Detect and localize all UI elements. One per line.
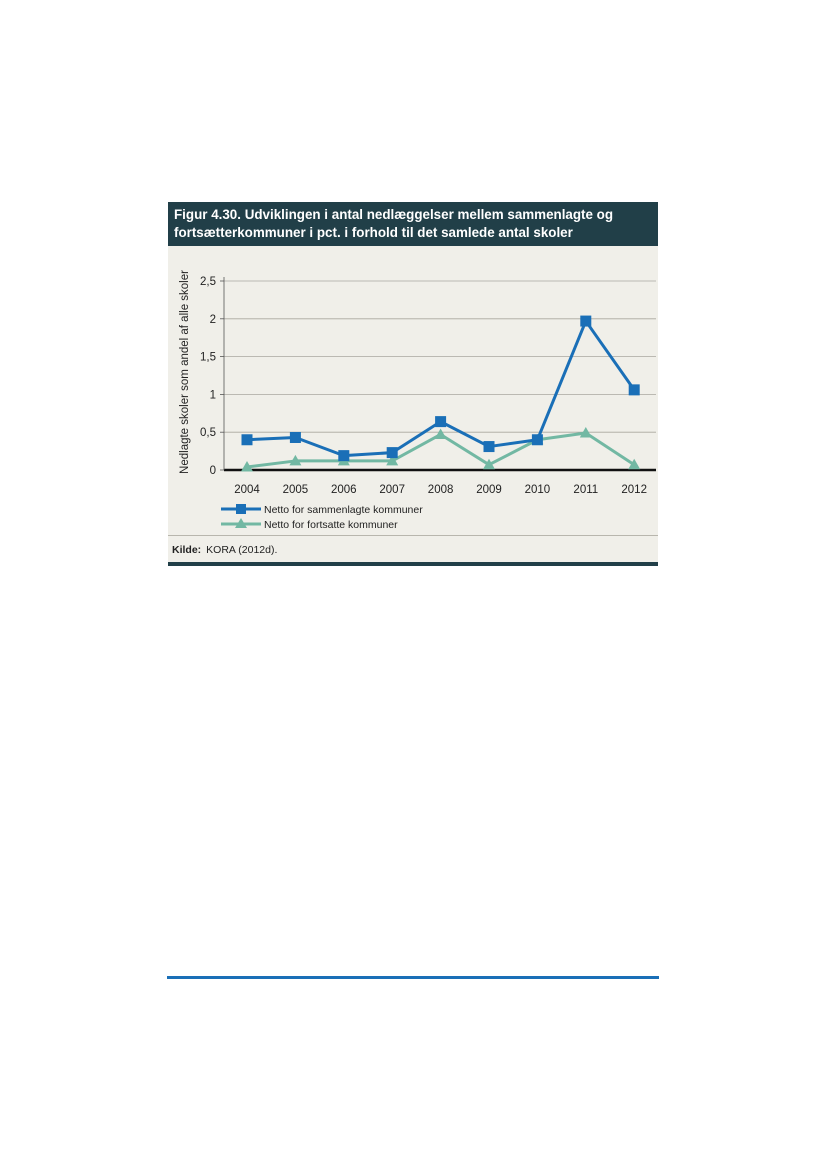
y-axis-label: Nedlagte skoler som andel af alle skoler — [179, 270, 191, 474]
x-tick-label: 2006 — [331, 484, 357, 496]
line-chart: 0 0,5 1 1,5 2 2,5 2004 2005 2006 2007 2008 2009 201… — [179, 270, 656, 531]
data-point-triangle — [289, 454, 302, 466]
data-point-triangle — [241, 460, 253, 472]
legend-marker-triangle — [235, 518, 247, 528]
x-tick-label: 2008 — [428, 484, 454, 496]
figure-title: Figur 4.30. Udviklingen i antal nedlægge… — [168, 202, 658, 246]
grid-lines — [220, 277, 656, 472]
y-tick-label: 0 — [210, 465, 216, 477]
legend-item-2: Netto for fortsatte kommuner — [221, 518, 398, 531]
data-point-square — [628, 384, 640, 396]
series-layer — [241, 315, 641, 472]
data-point-square — [531, 434, 543, 446]
source-line: Kilde: KORA (2012d). — [168, 535, 658, 562]
legend: Netto for sammenlagte kommuner Netto for … — [221, 504, 423, 531]
x-tick-label: 2007 — [379, 484, 405, 496]
data-point-triangle — [434, 428, 447, 439]
data-point-square — [386, 447, 398, 459]
figure-title-line-1: Figur 4.30. Udviklingen i antal nedlægge… — [174, 207, 614, 222]
y-tick-label: 2 — [210, 314, 216, 326]
y-tick-labels: 0 0,5 1 1,5 2 2,5 — [200, 276, 216, 477]
x-tick-label: 2005 — [283, 484, 309, 496]
legend-item-1: Netto for sammenlagte kommuner — [221, 504, 423, 516]
y-tick-label: 1 — [210, 389, 216, 401]
data-point-triangle — [579, 426, 592, 438]
x-tick-labels: 2004 2005 2006 2007 2008 2009 2010 2011 2012 — [234, 484, 647, 496]
data-point-square — [580, 315, 592, 327]
legend-label: Netto for sammenlagte kommuner — [264, 504, 423, 516]
data-point-triangle — [628, 458, 641, 470]
data-point-triangle — [483, 458, 495, 470]
series-1 — [241, 315, 640, 462]
data-point-square — [483, 441, 495, 453]
footer-rule — [167, 976, 659, 979]
x-tick-label: 2004 — [234, 484, 260, 496]
x-tick-label: 2010 — [525, 484, 551, 496]
data-point-square — [241, 434, 253, 446]
data-point-square — [338, 450, 350, 462]
data-point-square — [435, 416, 447, 428]
source-text: KORA (2012d). — [206, 544, 278, 556]
x-tick-label: 2009 — [476, 484, 502, 496]
x-tick-label: 2011 — [573, 484, 598, 496]
data-point-square — [289, 431, 301, 443]
y-tick-label: 1,5 — [200, 352, 216, 364]
legend-label: Netto for fortsatte kommuner — [264, 519, 398, 531]
y-tick-label: 2,5 — [200, 276, 216, 288]
x-tick-label: 2012 — [621, 484, 647, 496]
y-tick-label: 0,5 — [200, 427, 216, 439]
data-point-triangle — [386, 454, 399, 466]
source-label: Kilde: — [172, 544, 202, 556]
legend-marker-square — [236, 504, 246, 514]
figure-title-line-2: fortsætterkommuner i pct. i forhold til … — [174, 225, 573, 240]
figure-box: Figur 4.30. Udviklingen i antal nedlægge… — [168, 202, 658, 566]
